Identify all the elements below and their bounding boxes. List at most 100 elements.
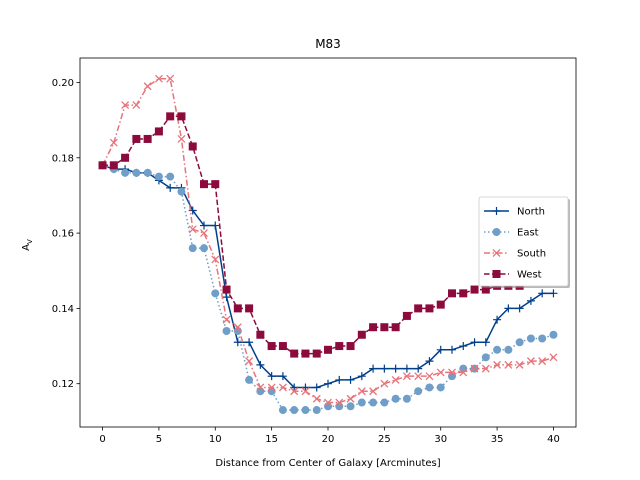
- series-north-point: [312, 383, 321, 392]
- series-south-point: [459, 368, 468, 377]
- series-south-point: [515, 360, 524, 369]
- series-south-point: [245, 357, 254, 366]
- series-west-point: [200, 180, 208, 189]
- series-south-point: [504, 360, 513, 369]
- x-tick-label: 25: [378, 434, 391, 445]
- series-east-point: [267, 387, 276, 396]
- series-north-point: [245, 338, 254, 347]
- series-north-point: [324, 379, 332, 388]
- series-west-point: [312, 349, 321, 358]
- series-south-point: [166, 74, 175, 83]
- series-west-point: [301, 349, 310, 358]
- series-north-point: [493, 315, 502, 324]
- series-north-point: [200, 221, 208, 230]
- legend-box: [478, 196, 569, 287]
- series-south-point: [154, 74, 163, 83]
- series-west-point: [357, 330, 366, 339]
- series-west-point: [222, 285, 231, 294]
- series-north-point: [233, 338, 242, 347]
- series-south-point: [143, 82, 152, 91]
- series-west-point: [470, 285, 479, 294]
- series-west-point: [391, 323, 400, 332]
- series-north-point: [301, 383, 310, 392]
- series-east-point: [290, 406, 299, 415]
- series-east-point: [357, 398, 366, 407]
- series-north-point: [369, 364, 378, 373]
- series-east-point: [425, 383, 434, 392]
- series-north-point: [470, 338, 479, 347]
- series-west-point: [98, 161, 107, 170]
- series-south-point: [121, 101, 130, 110]
- series-east-point: [312, 406, 321, 415]
- y-tick-label: 0.16: [52, 229, 74, 240]
- series-west-point: [177, 112, 186, 121]
- series-south-point: [470, 364, 479, 373]
- series-north-point: [459, 342, 468, 351]
- series-south-point: [425, 372, 434, 381]
- series-south-point: [414, 372, 423, 381]
- series-west-point: [402, 311, 411, 320]
- series-north-point: [549, 289, 558, 298]
- series-east-point: [200, 244, 208, 253]
- series-west-point: [132, 134, 141, 143]
- series-north-point: [481, 338, 490, 347]
- series-east-point: [166, 172, 175, 181]
- y-axis-title-main: A: [21, 244, 32, 251]
- series-east-point: [402, 394, 411, 403]
- series-east-point: [369, 398, 378, 407]
- series-west-point: [459, 289, 468, 298]
- axes: 0 5 10 15 20 25 30 35 40 0.12 0.14 0.16 0.18 0.20: [52, 57, 577, 445]
- series-west-point: [256, 330, 265, 339]
- series-north-point: [515, 304, 524, 313]
- series-east-point: [211, 289, 220, 298]
- series-south-point: [301, 387, 310, 396]
- series-west-point: [481, 285, 490, 294]
- series-east-point: [493, 345, 502, 354]
- series-west-point: [425, 304, 434, 313]
- series-south-point: [256, 383, 265, 392]
- series-west-point: [346, 342, 355, 351]
- series-north-point: [414, 364, 423, 373]
- series-east-point: [121, 168, 130, 177]
- series-north-point: [335, 375, 344, 384]
- series-east-point: [222, 326, 231, 335]
- series-west-point: [369, 323, 378, 332]
- series-north-point: [256, 360, 265, 369]
- series-east-point: [414, 387, 423, 396]
- series-south-point: [233, 323, 242, 332]
- x-tick-label: 30: [434, 434, 447, 445]
- series-east-point: [436, 383, 445, 392]
- legend-label-south: South: [517, 249, 546, 260]
- legend: North East South West: [478, 196, 570, 288]
- series-west-point: [143, 134, 152, 143]
- chart-title: M83: [315, 37, 341, 51]
- series-west-point: [278, 342, 287, 351]
- series-north-point: [222, 293, 231, 302]
- x-tick-label: 10: [209, 434, 222, 445]
- legend-marker-east: [492, 228, 501, 236]
- series-east-point: [504, 345, 513, 354]
- series-east-point: [391, 394, 400, 403]
- x-tick-label: 0: [99, 434, 105, 445]
- legend-label-north: North: [517, 207, 545, 218]
- series-south-point: [357, 387, 366, 396]
- y-axis-title: AV: [21, 239, 34, 251]
- series-west-point: [166, 112, 175, 121]
- series-east-point: [380, 398, 389, 407]
- series-north-point: [504, 304, 513, 313]
- series-south-point: [402, 372, 411, 381]
- series-south-point: [493, 360, 502, 369]
- series-south-point: [132, 101, 141, 110]
- series-west-point: [211, 180, 220, 189]
- series-west-point: [414, 304, 423, 313]
- series-west-point: [121, 153, 130, 162]
- legend-label-west: West: [517, 270, 542, 281]
- series-south-point: [278, 383, 287, 392]
- series-east-point: [177, 187, 186, 196]
- series-south-point: [481, 364, 490, 373]
- series-south-point: [346, 394, 355, 403]
- series-east-point: [256, 387, 265, 396]
- legend-marker-north: [492, 207, 501, 215]
- series-east-point: [549, 330, 558, 339]
